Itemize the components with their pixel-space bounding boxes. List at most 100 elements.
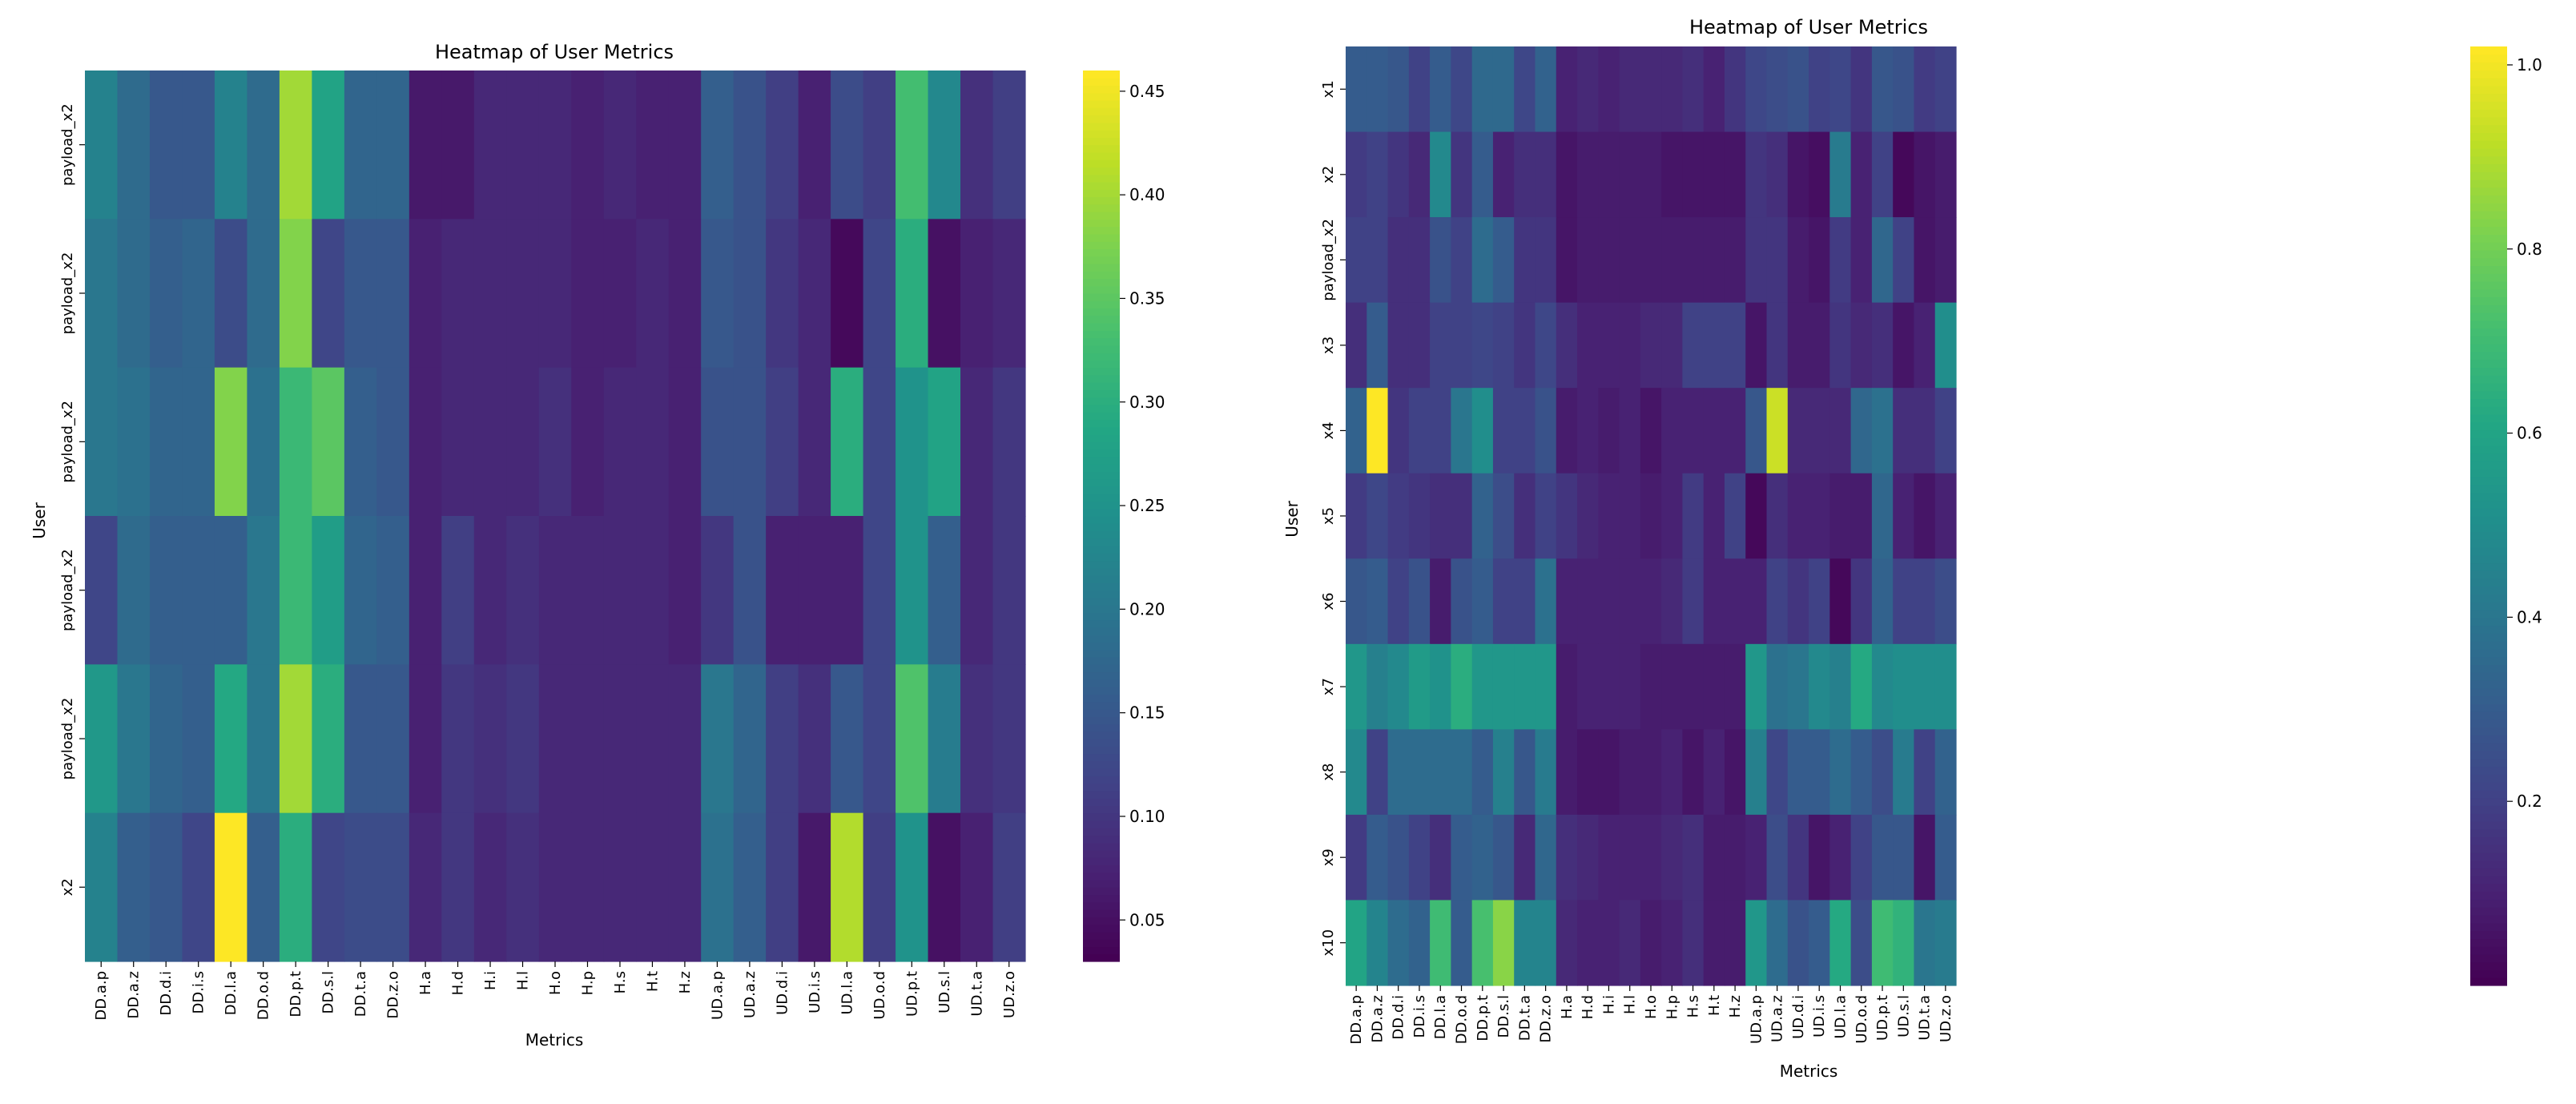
y-tick-labels: x1 x2 payload_x2 x3 x4 x5 x6 x7 x8 x9 x10: [1320, 80, 1346, 957]
heatmap-cell: [1682, 900, 1705, 986]
heatmap-cell: [1661, 388, 1684, 474]
colorbar-segment: [2470, 187, 2507, 196]
colorbar-segment: [1083, 182, 1120, 190]
colorbar-segment: [2470, 429, 2507, 438]
heatmap-cell: [1471, 217, 1494, 304]
heatmap-cell: [1577, 46, 1599, 133]
colorbar-tick-label: 0.2: [2517, 792, 2542, 811]
colorbar-segment: [1083, 122, 1120, 131]
heatmap-cell: [1514, 473, 1536, 559]
heatmap-cell: [928, 516, 961, 665]
colorbar-segment: [1083, 701, 1120, 710]
heatmap-cell: [1535, 643, 1557, 730]
heatmap-cell: [1598, 900, 1620, 986]
colorbar-segment: [1083, 374, 1120, 383]
x-tick-label: H.l: [515, 971, 532, 990]
heatmap-cell: [1619, 46, 1641, 133]
heatmap-cell: [1619, 388, 1641, 474]
heatmap-cell: [1934, 814, 1957, 901]
colorbar-segment: [2470, 320, 2507, 329]
heatmap-cell: [1408, 217, 1431, 304]
x-tick-labels: DD.a.p DD.a.z DD.d.i DD.i.s DD.l.a DD.o.d DD.p…: [1348, 985, 1954, 1045]
colorbar-segment: [1083, 78, 1120, 87]
heatmap-cell: [733, 71, 767, 220]
heatmap-cell: [1745, 814, 1768, 901]
colorbar-segment: [2470, 570, 2507, 579]
heatmap-cell: [1787, 131, 1809, 218]
colorbar-segment: [1083, 901, 1120, 910]
y-tick-label: x1: [1320, 80, 1337, 98]
x-tick-label: H.i: [1600, 995, 1617, 1014]
colorbar-segment: [1083, 783, 1120, 792]
colorbar-segment: [2470, 359, 2507, 369]
colorbar-segment: [2470, 547, 2507, 556]
heatmap-cell: [1766, 217, 1789, 304]
colorbar-tick-label: 0.25: [1129, 496, 1165, 515]
heatmap-cell: [506, 71, 540, 220]
colorbar-segment: [2470, 218, 2507, 228]
heatmap-cell: [1577, 388, 1599, 474]
heatmap-cell: [896, 664, 929, 814]
heatmap-cell: [1471, 131, 1494, 218]
heatmap-cell: [1934, 558, 1957, 645]
heatmap-cell: [1366, 473, 1389, 559]
x-tick-label: UD.s.l: [936, 971, 953, 1013]
heatmap-cell: [409, 71, 442, 220]
colorbar-segment: [1083, 263, 1120, 272]
colorbar-tick-label: 0.8: [2517, 240, 2542, 259]
colorbar-segment: [2470, 656, 2507, 666]
heatmap-cell: [1598, 217, 1620, 304]
heatmap-cell: [1682, 388, 1705, 474]
heatmap-cell: [1661, 217, 1684, 304]
colorbar-segment: [2470, 516, 2507, 525]
heatmap-left: Heatmap of User Metrics DD.a.p DD.a.z DD.d…: [30, 41, 1165, 1050]
heatmap-cell: [1934, 302, 1957, 389]
heatmap-cell: [1346, 814, 1367, 901]
heatmap-cell: [376, 812, 410, 962]
heatmap-cell: [1598, 302, 1620, 389]
heatmap-cell: [1535, 46, 1557, 133]
colorbar-segment: [2470, 414, 2507, 423]
colorbar-tick-label: 0.30: [1129, 393, 1165, 412]
heatmap-cell: [117, 71, 151, 220]
x-axis-label: Metrics: [1780, 1062, 1838, 1081]
heatmap-cell: [344, 812, 377, 962]
colorbar-segment: [1083, 739, 1120, 747]
heatmap-cell: [1556, 46, 1578, 133]
colorbar-segment: [1083, 679, 1120, 687]
colorbar-segment: [2470, 844, 2507, 853]
heatmap-cell: [409, 367, 442, 517]
x-tick-label: UD.d.i: [1790, 995, 1807, 1039]
x-tick-label: DD.l.a: [223, 971, 239, 1015]
heatmap-cell: [1619, 814, 1641, 901]
heatmap-cell: [960, 367, 994, 517]
colorbar-segment: [1083, 946, 1120, 955]
colorbar-segment: [1083, 248, 1120, 257]
heatmap-cell: [960, 219, 994, 369]
heatmap-cell: [992, 71, 1026, 220]
heatmap-cell: [766, 664, 799, 814]
heatmap-cell: [1430, 473, 1451, 559]
heatmap-cell: [1724, 388, 1746, 474]
x-tick-label: UD.t.a: [968, 971, 985, 1017]
colorbar-segment: [1083, 776, 1120, 784]
y-tick-label: x6: [1320, 592, 1337, 610]
colorbar-segment: [2470, 820, 2507, 830]
heatmap-cell: [1809, 302, 1830, 389]
colorbar-segment: [2470, 969, 2507, 978]
heatmap-cell: [182, 367, 215, 517]
colorbar-segment: [1083, 753, 1120, 762]
heatmap-cell: [1471, 558, 1494, 645]
heatmap-cell: [1619, 643, 1641, 730]
heatmap-cell: [1556, 388, 1578, 474]
heatmap-cell: [571, 71, 605, 220]
colorbar-segment: [2470, 774, 2507, 783]
heatmap-cell: [1492, 729, 1515, 816]
heatmap-cell: [1724, 217, 1746, 304]
colorbar-segment: [2470, 398, 2507, 407]
colorbar-segment: [2470, 421, 2507, 431]
heatmap-cell: [1577, 473, 1599, 559]
heatmap-cell: [1809, 900, 1830, 986]
heatmap-cell: [1430, 217, 1451, 304]
colorbar-segment: [1083, 716, 1120, 725]
